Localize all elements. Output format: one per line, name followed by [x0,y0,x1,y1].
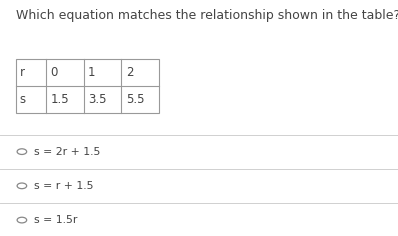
Bar [16,59,159,113]
Text: 1.5: 1.5 [50,93,69,106]
Text: s = 1.5r: s = 1.5r [34,215,77,225]
Text: 1: 1 [88,66,96,79]
Text: 5.5: 5.5 [126,93,144,106]
Text: 3.5: 3.5 [88,93,107,106]
Text: s = 2r + 1.5: s = 2r + 1.5 [34,147,100,157]
Text: 0: 0 [50,66,58,79]
Text: 2: 2 [126,66,133,79]
Text: r: r [20,66,25,79]
Text: s = r + 1.5: s = r + 1.5 [34,181,93,191]
Text: Which equation matches the relationship shown in the table?: Which equation matches the relationship … [16,9,398,22]
Text: s: s [20,93,25,106]
